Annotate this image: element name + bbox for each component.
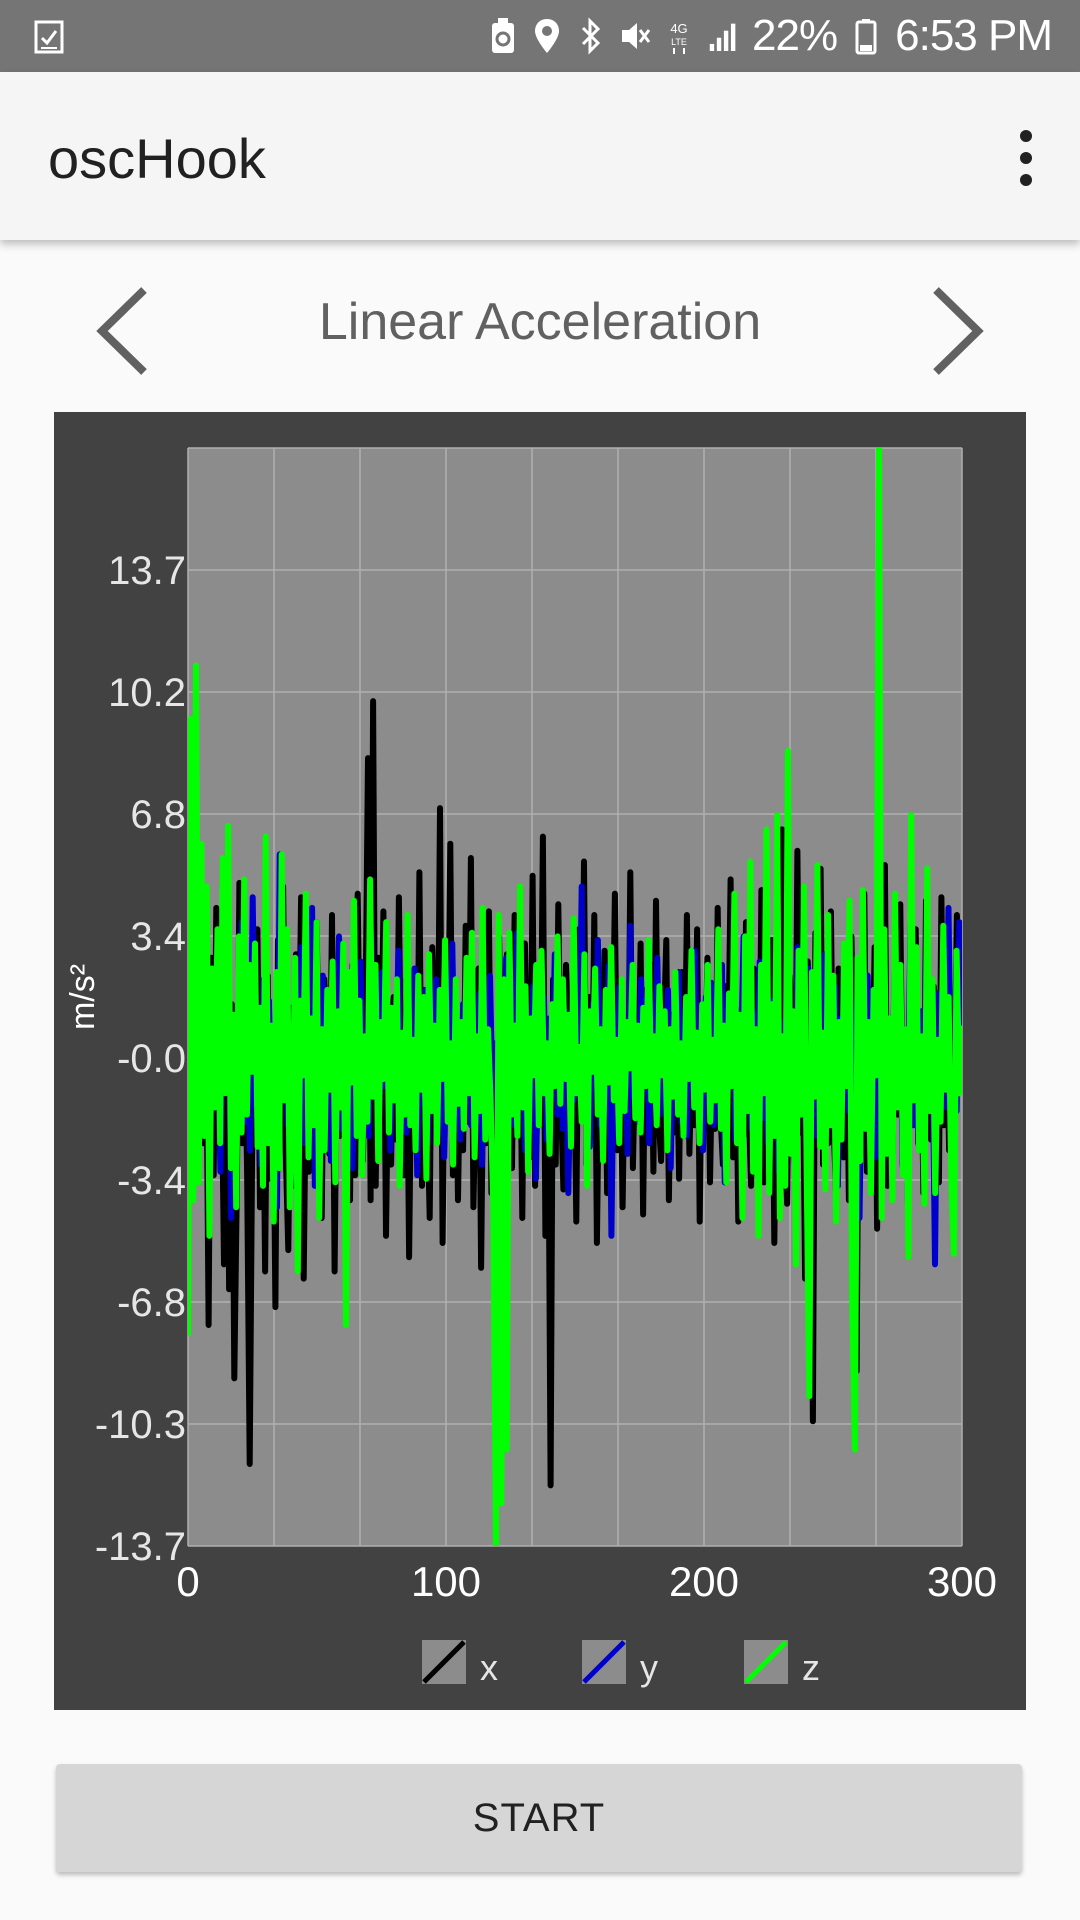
app-bar: oscHook xyxy=(0,72,1080,240)
y-tick-label: -10.3 xyxy=(95,1403,186,1447)
legend-item-x: x xyxy=(422,1640,498,1688)
y-tick-label: 6.8 xyxy=(130,793,186,837)
mute-icon xyxy=(622,23,651,49)
start-button[interactable]: START xyxy=(56,1764,1022,1872)
y-tick-label: -6.8 xyxy=(117,1281,186,1325)
app-title: oscHook xyxy=(48,127,266,190)
legend: x y z xyxy=(422,1640,820,1688)
chevron-right-icon[interactable] xyxy=(920,282,988,380)
y-tick-label: 3.4 xyxy=(130,915,186,959)
battery-icon xyxy=(855,19,877,55)
x-tick-label: 200 xyxy=(669,1558,739,1605)
recycle-icon xyxy=(492,18,515,53)
y-tick-label: 13.7 xyxy=(108,549,186,593)
signal-icon xyxy=(709,23,736,51)
y-tick-label: 10.2 xyxy=(108,671,186,715)
bluetooth-icon xyxy=(581,17,601,55)
location-icon xyxy=(535,19,560,53)
x-tick-label: 0 xyxy=(176,1558,199,1605)
x-tick-label: 100 xyxy=(411,1558,481,1605)
legend-item-y: y xyxy=(582,1640,658,1688)
y-tick-label: -3.4 xyxy=(117,1159,186,1203)
legend-label: x xyxy=(480,1647,498,1688)
legend-label: z xyxy=(802,1647,820,1688)
series-group xyxy=(188,448,962,1546)
y-axis-label: m/s² xyxy=(64,964,102,1030)
4g-lte-icon: 4G LTE xyxy=(670,21,688,54)
acceleration-chart: -13.7 -10.3 -6.8 -3.4 -0.0 3.4 6.8 10.2 13.7 0 100… xyxy=(64,447,997,1688)
chevron-left-icon[interactable] xyxy=(92,282,160,380)
legend-label: y xyxy=(640,1647,658,1688)
legend-swatch-line xyxy=(582,1640,626,1684)
task-check-icon xyxy=(34,20,64,54)
series-line-z xyxy=(188,448,962,1546)
sensor-title: Linear Acceleration xyxy=(318,293,762,351)
legend-swatch-line xyxy=(744,1640,788,1684)
y-tick-label: -13.7 xyxy=(95,1525,186,1569)
chart-panel: -13.7 -10.3 -6.8 -3.4 -0.0 3.4 6.8 10.2 13.7 0 100… xyxy=(54,412,1026,1710)
status-bar: 4G LTE 22% 6:53 PM xyxy=(0,0,1080,72)
svg-text:4G: 4G xyxy=(670,21,687,36)
battery-percent: 22% xyxy=(752,11,838,60)
status-icons: 4G LTE 22% 6:53 PM xyxy=(488,0,1053,72)
x-tick-label: 300 xyxy=(927,1558,997,1605)
legend-swatch-line xyxy=(422,1640,466,1684)
clock: 6:53 PM xyxy=(895,11,1053,60)
overflow-menu-icon[interactable] xyxy=(1012,128,1040,188)
y-tick-label: -0.0 xyxy=(117,1037,186,1081)
svg-text:LTE: LTE xyxy=(671,37,687,47)
legend-item-z: z xyxy=(744,1640,820,1688)
